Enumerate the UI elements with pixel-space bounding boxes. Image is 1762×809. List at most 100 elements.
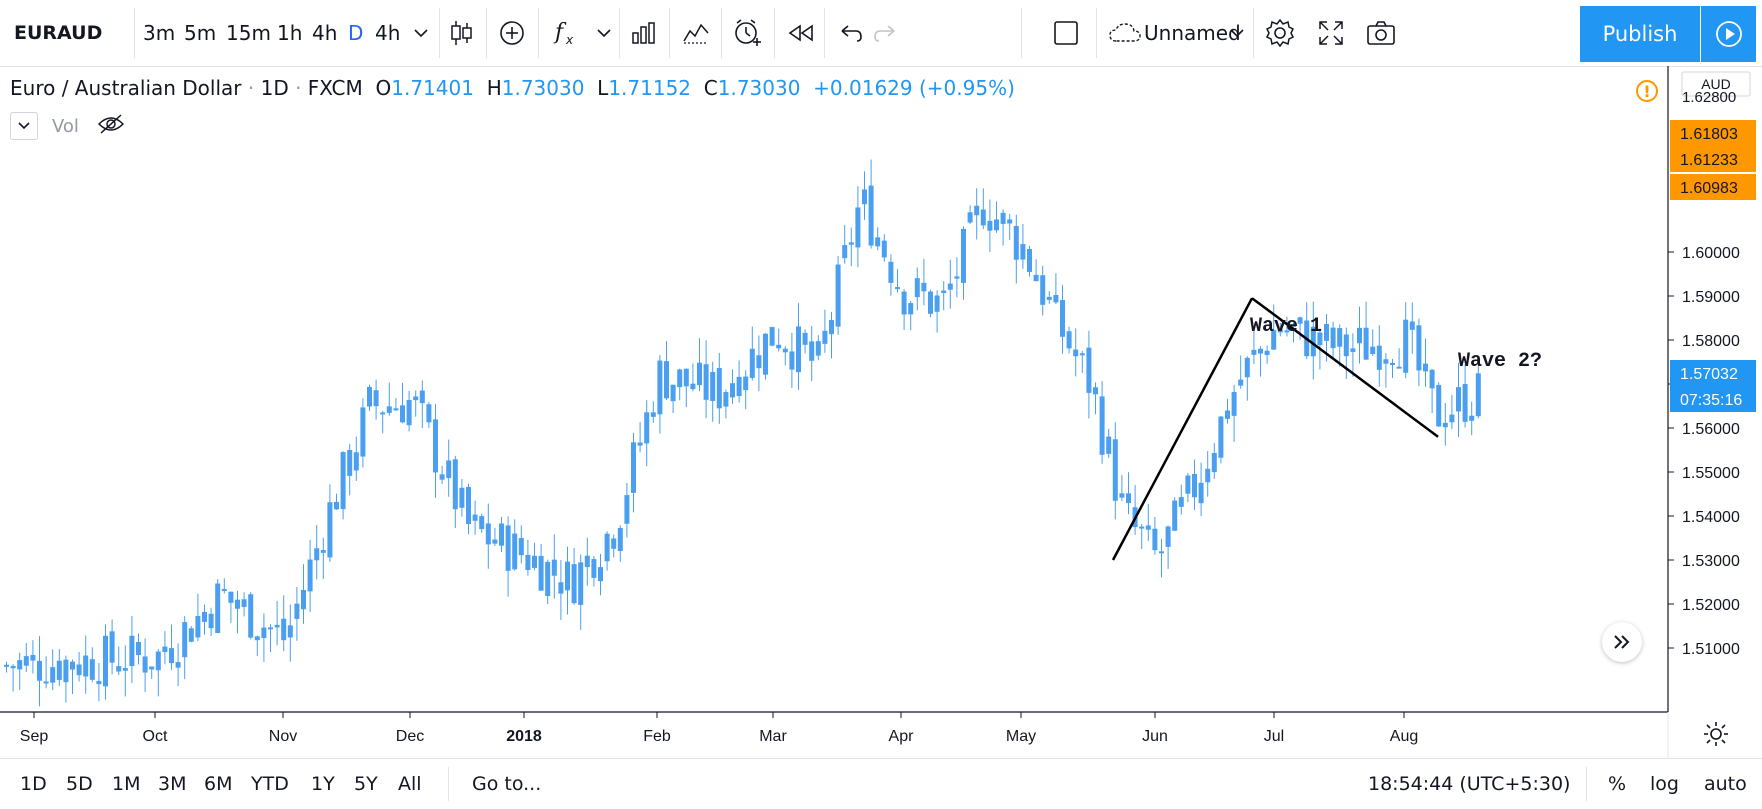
time-tick-label: Mar [759,728,787,745]
candle-body [1198,482,1204,504]
range-5d[interactable]: 5D [66,773,93,795]
candle-body [386,406,392,413]
clock-timezone[interactable]: 18:54:44 (UTC+5:30) [1368,773,1571,795]
financials-icon[interactable] [631,0,657,66]
candle-body [829,320,834,335]
candle-body [1053,294,1059,303]
legend-low-label: L [597,76,609,100]
indicators-dropdown-icon[interactable] [596,0,612,66]
layout-name[interactable]: Unnamed [1144,21,1241,45]
eye-hidden-icon[interactable] [97,113,125,139]
compare-add-icon[interactable] [499,0,525,66]
svg-text:f: f [553,20,567,45]
candle-body [367,386,372,407]
candle-body [23,656,29,666]
cloud-icon[interactable] [1108,0,1142,66]
wave-1-label[interactable]: Wave 1 [1250,315,1322,338]
range-1m[interactable]: 1M [112,773,141,795]
legend-interval: 1D [260,76,289,100]
settings-gear-icon[interactable] [1265,0,1295,66]
candle-body [1409,321,1415,330]
candle-body [776,344,782,349]
candle-body [221,588,227,591]
chart-settings-icon[interactable] [1702,720,1730,752]
timeframe-d[interactable]: D [348,21,364,45]
candle-body [809,341,815,361]
timeframe-1h[interactable]: 1h [277,21,303,45]
legend-exchange: FXCM [307,76,363,100]
timeframe-15m[interactable]: 15m [226,21,271,45]
candles-icon[interactable] [450,0,472,66]
price-tag-label: 1.61803 [1680,126,1738,143]
fullscreen-square-icon[interactable] [1053,0,1079,66]
auto-toggle[interactable]: auto [1704,773,1747,795]
timeframe-3m[interactable]: 3m [143,21,176,45]
range-ytd[interactable]: YTD [251,773,289,795]
currency-box[interactable] [1681,71,1751,97]
timeframe-dropdown-icon[interactable] [413,0,429,66]
range-1d[interactable]: 1D [20,773,47,795]
range-all[interactable]: All [398,773,422,795]
candle-body [1251,349,1257,355]
percent-toggle[interactable]: % [1608,773,1627,795]
candle-body [466,486,471,524]
price-tag[interactable] [1670,174,1756,200]
range-6m[interactable]: 6M [204,773,233,795]
symbol-search[interactable]: EURAUD [14,22,103,44]
candle-body [1469,415,1475,421]
candle-body [664,361,669,399]
candle-body [716,368,722,409]
candle-body [1112,439,1118,501]
warning-icon[interactable]: ! [1636,80,1658,102]
candle-body [505,525,511,571]
candle-body [353,452,359,471]
publish-button[interactable]: Publish [1580,6,1700,62]
range-5y[interactable]: 5Y [354,773,378,795]
trendline-wave-1[interactable] [1111,297,1254,561]
candle-body [419,390,425,404]
expand-icon[interactable] [1318,0,1344,66]
range-1y[interactable]: 1Y [311,773,335,795]
time-tick-label: May [1006,728,1036,745]
time-tick-label: Feb [643,728,671,745]
alert-clock-icon[interactable] [733,0,763,66]
wave-2-label[interactable]: Wave 2? [1458,350,1542,373]
layout-dropdown-icon[interactable] [1229,0,1245,66]
replay-icon[interactable] [786,0,814,66]
timeframe-4h[interactable]: 4h [312,21,338,45]
candle-body [162,646,168,652]
play-icon[interactable] [1701,6,1756,62]
redo-icon[interactable] [872,0,898,66]
templates-icon[interactable] [682,0,710,66]
log-toggle[interactable]: log [1650,773,1679,795]
price-scale[interactable]: AUD1.628001.600001.590001.580001.570001.… [1668,71,1756,658]
candle-body [136,642,141,656]
candle-body [400,405,405,423]
goto-date-button[interactable]: Go to... [472,773,542,795]
time-axis[interactable]: Sep Oct Nov Dec 2018 Feb Mar Apr May Jun Jul Aug [20,712,1418,745]
trendline-wave-2[interactable] [1251,297,1439,438]
timeframe-5m[interactable]: 5m [184,21,217,45]
candle-body [1456,387,1461,412]
scroll-to-realtime-button[interactable] [1602,622,1642,662]
price-tag[interactable] [1670,120,1756,146]
snapshot-camera-icon[interactable] [1366,0,1396,66]
undo-icon[interactable] [838,0,864,66]
timeframe-4h-favorite[interactable]: 4h [375,21,401,45]
candle-body [17,660,23,670]
candle-body [301,589,306,610]
candle-body [1106,436,1112,454]
price-tag[interactable] [1670,360,1756,386]
candle-body [1396,366,1402,369]
candle-body [1297,317,1303,324]
candle-body [1205,468,1211,483]
range-3m[interactable]: 3M [158,773,187,795]
candle-body [109,631,115,663]
price-tag[interactable] [1670,146,1756,172]
collapse-legend-button[interactable] [10,112,38,140]
candle-body [155,651,161,671]
candle-body [604,533,610,562]
legend-title[interactable]: Euro / Australian Dollar [10,76,242,100]
